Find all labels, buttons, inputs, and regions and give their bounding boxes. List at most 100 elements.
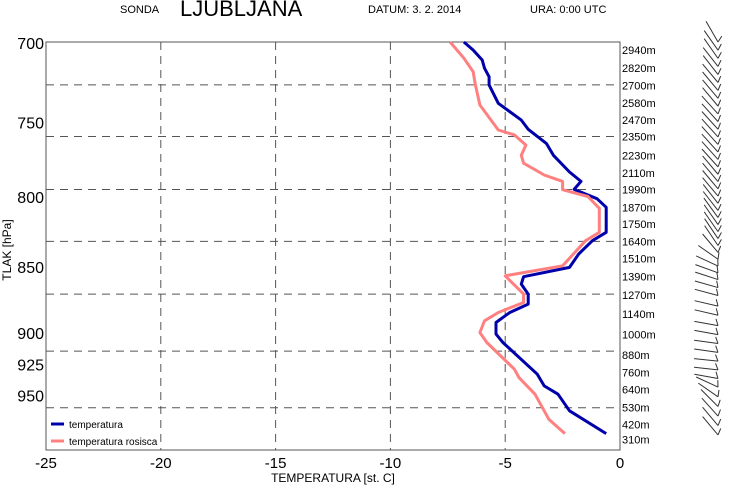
wind-barb-flag [717, 225, 722, 232]
height-label: 420m [622, 419, 650, 431]
height-label: 530m [622, 403, 650, 415]
wind-barb-flag [717, 51, 722, 59]
wind-barb-flag [717, 122, 721, 130]
wind-barb [701, 118, 719, 138]
wind-barb-flag [717, 218, 722, 225]
wind-barb-flag [715, 327, 719, 335]
wind-barb-flag [716, 280, 719, 288]
height-label: 1000m [622, 330, 656, 342]
wind-barb-flag [717, 211, 722, 218]
y-tick-label: 850 [17, 260, 44, 277]
wind-barb-flag [717, 145, 721, 153]
x-tick-label: -10 [380, 455, 402, 472]
wind-barb [694, 320, 719, 327]
height-label: 1870m [622, 203, 656, 215]
wind-barb-flag [717, 75, 722, 83]
station-name: LJUBLJANA [180, 0, 303, 21]
plot-frame [45, 41, 621, 451]
wind-barb [694, 329, 719, 336]
wind-barb-flag [717, 174, 722, 182]
height-label: 2350m [622, 131, 656, 143]
time-label: URA: 0:00 UTC [530, 4, 607, 16]
wind-barb-flag [717, 189, 722, 197]
height-label: 1990m [622, 184, 656, 196]
dewpoint-line [448, 41, 601, 435]
wind-barb-flag [715, 345, 719, 353]
wind-barb-flag [717, 67, 722, 75]
wind-barb-flag [717, 35, 723, 43]
wind-barb-flag [717, 137, 721, 145]
y-tick-label: 950 [17, 388, 44, 405]
wind-barb [705, 20, 719, 43]
temperature-line [462, 40, 608, 435]
wind-barb [703, 204, 719, 225]
wind-barb [702, 87, 719, 107]
wind-barb-flag [717, 428, 722, 436]
height-label: 2470m [622, 115, 656, 127]
y-tick-label: 700 [17, 36, 44, 53]
wind-barb [702, 47, 719, 67]
wind-barb [704, 225, 719, 246]
wind-barb [702, 184, 719, 204]
wind-barb [701, 397, 719, 417]
wind-barb [702, 63, 719, 83]
wind-barb-flag [717, 152, 721, 160]
wind-barb-flag [717, 43, 722, 51]
wind-barb-flag [717, 409, 721, 417]
wind-barb-flag [717, 245, 722, 253]
wind-barb-flag [717, 107, 721, 115]
height-label: 1510m [622, 254, 656, 266]
y-tick-label: 800 [17, 190, 44, 207]
height-label: 2230m [622, 150, 656, 162]
wind-barb [694, 348, 719, 353]
wind-barb-flag [715, 299, 719, 307]
wind-barb-flag [717, 418, 722, 426]
height-label: 2580m [622, 98, 656, 110]
wind-barb [698, 245, 719, 260]
wind-barb [694, 280, 719, 289]
wind-barb [694, 339, 719, 344]
wind-barb [703, 211, 719, 232]
legend-label: temperatura rosisca [69, 437, 158, 448]
wind-barb-flag [715, 363, 719, 371]
wind-barb [703, 197, 719, 218]
wind-barb [703, 30, 719, 51]
x-tick-label: -15 [265, 455, 287, 472]
wind-barb [702, 406, 719, 426]
wind-barb [694, 358, 719, 362]
wind-barb [695, 255, 719, 267]
wind-barb [701, 148, 719, 168]
wind-barb [695, 271, 719, 281]
wind-barb [694, 288, 719, 297]
wind-barb-flag [717, 167, 722, 175]
wind-barb [702, 162, 719, 182]
wind-barb [701, 111, 719, 130]
wind-barb [702, 79, 719, 99]
x-tick-label: -20 [150, 455, 172, 472]
wind-barb [701, 95, 719, 115]
wind-barb-flag [716, 288, 719, 296]
wind-barb-flag [715, 336, 719, 344]
height-label: 640m [622, 385, 650, 397]
wind-barb-flag [717, 196, 722, 204]
wind-barb [694, 300, 719, 307]
y-axis-title: TLAK [hPa] [0, 219, 14, 280]
wind-barb [702, 155, 719, 175]
wind-barb-flag [717, 99, 722, 107]
wind-barb-flag [716, 272, 719, 280]
wind-barb-flag [715, 354, 719, 362]
x-axis-title: TEMPERATURA [st. C] [271, 471, 395, 485]
wind-barb [703, 38, 719, 59]
wind-barb [704, 218, 719, 239]
wind-barb [701, 133, 719, 153]
height-label: 310m [622, 435, 650, 447]
height-label: 1140m [622, 309, 655, 321]
wind-barb-flag [717, 59, 722, 67]
wind-barb-flag [717, 389, 720, 397]
height-label: 2700m [622, 81, 656, 93]
height-label: 2820m [622, 63, 656, 75]
height-label: 880m [622, 350, 650, 362]
wind-barb [702, 191, 719, 211]
wind-barb [695, 376, 719, 388]
